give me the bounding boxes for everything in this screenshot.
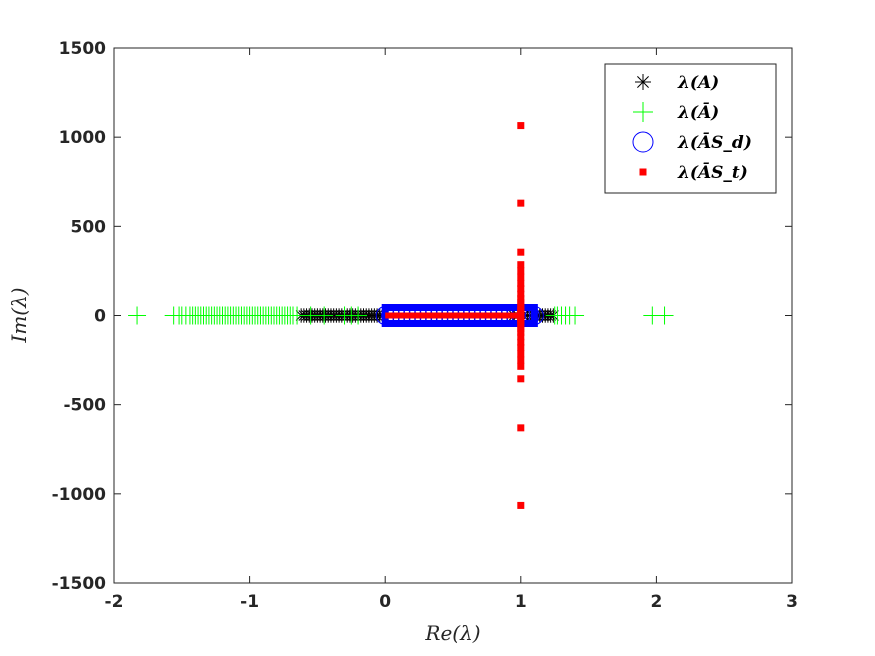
point-3-28: [524, 306, 544, 325]
series-2: [128, 306, 674, 325]
point-4-29: [517, 375, 525, 383]
point-4-28: [517, 362, 525, 370]
point-4-20: [517, 321, 525, 329]
point-4-4: [517, 267, 525, 275]
x-tick-label: 0: [379, 592, 391, 612]
x-tick-label: 3: [786, 592, 798, 612]
point-4-23: [517, 333, 525, 341]
legend-label-4: λ(ĀS_t): [677, 162, 748, 183]
point-4-21: [517, 325, 525, 333]
point-2-55: [566, 306, 585, 325]
y-tick-label: 500: [71, 217, 107, 237]
point-4-25: [517, 344, 525, 352]
point-4-24: [517, 338, 525, 346]
tick-layer: -2 -1 0 1 2 3 -1500 -1000 -500 0 500 1000 1500: [52, 39, 798, 612]
point-4-3: [517, 261, 525, 269]
x-axis-label: Re(λ): [424, 621, 480, 645]
point-4-2: [517, 248, 525, 256]
y-tick-label: -1500: [52, 574, 107, 594]
legend-box: [604, 63, 777, 194]
point-4-31: [517, 501, 525, 509]
y-tick-label: -500: [63, 396, 106, 416]
y-tick-label: 1500: [59, 39, 106, 59]
legend-marker-4: [639, 168, 647, 176]
y-axis-label: Im(λ): [7, 287, 31, 343]
point-4-6: [517, 279, 525, 287]
point-4-27: [517, 356, 525, 364]
legend-marker-2: [633, 102, 653, 122]
x-tick-label: -1: [240, 592, 259, 612]
series-4: [385, 122, 525, 509]
point-2-46: [315, 306, 334, 325]
x-tick-label: -2: [105, 592, 124, 612]
legend-label-2: λ(Ā): [677, 102, 719, 123]
legend-marker-3: [632, 131, 654, 153]
point-2-49: [349, 306, 368, 325]
point-4-9: [517, 295, 525, 303]
x-tick-label: 1: [515, 592, 527, 612]
point-4-56: [517, 312, 525, 319]
legend: λ(A) λ(Ā) λ(ĀS_d) λ(ĀS_t): [604, 63, 777, 194]
x-tick-label: 2: [650, 592, 662, 612]
legend-marker-1: [635, 74, 651, 90]
point-2-57: [655, 306, 674, 325]
point-4-30: [517, 424, 525, 432]
y-tick-label: 0: [94, 307, 106, 327]
y-tick-label: 1000: [59, 128, 106, 148]
y-tick-label: -1000: [52, 485, 107, 505]
point-4-0: [517, 122, 525, 130]
point-4-7: [517, 285, 525, 293]
point-4-8: [517, 290, 525, 298]
point-2-0: [128, 306, 147, 325]
point-4-10: [517, 298, 525, 306]
point-4-5: [517, 273, 525, 281]
point-4-26: [517, 350, 525, 358]
point-4-22: [517, 328, 525, 336]
series-layer: [128, 122, 674, 509]
legend-label-1: λ(A): [677, 73, 719, 93]
legend-label-3: λ(ĀS_d): [677, 132, 752, 153]
point-4-1: [517, 199, 525, 207]
